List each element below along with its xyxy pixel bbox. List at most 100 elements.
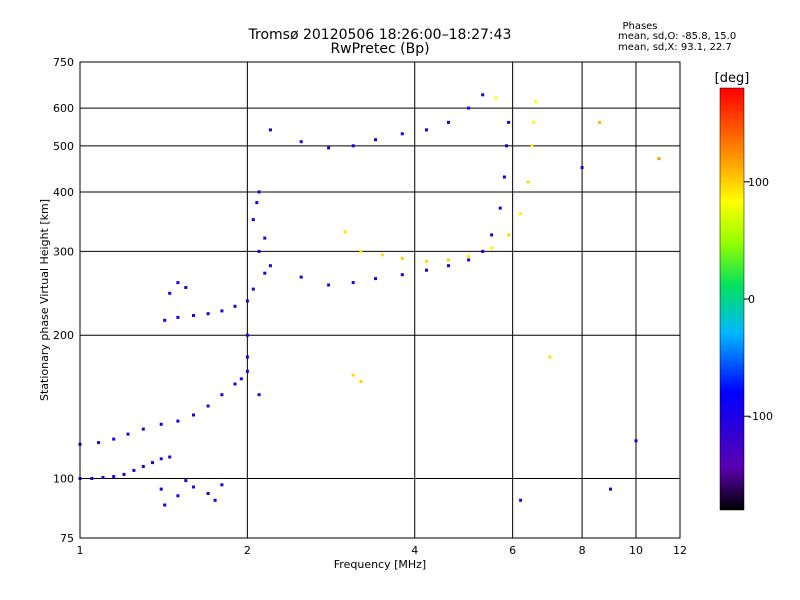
data-point	[163, 503, 167, 507]
y-tick-label: 600	[53, 102, 74, 115]
x-tick-label: 6	[509, 544, 516, 557]
data-point	[184, 286, 188, 289]
data-point	[233, 304, 237, 308]
data-point	[184, 479, 188, 483]
data-point	[257, 393, 261, 397]
scatter-points	[78, 93, 661, 507]
x-tick-label: 4	[411, 544, 418, 557]
data-point	[122, 472, 126, 476]
data-point	[467, 106, 471, 110]
data-point	[213, 498, 217, 502]
data-point	[400, 132, 404, 136]
data-point	[220, 393, 224, 397]
data-point	[239, 377, 243, 381]
data-point	[400, 273, 404, 277]
data-point	[268, 264, 272, 268]
x-tick-label: 10	[629, 544, 643, 557]
data-point	[425, 128, 428, 132]
y-tick-label: 500	[53, 140, 74, 153]
colorbar-tick-label: 0	[748, 293, 755, 306]
data-point	[481, 93, 485, 97]
y-axis: 75 100 200 300 400 500 600 750	[53, 56, 74, 545]
data-point	[532, 120, 536, 124]
data-point	[206, 312, 210, 316]
data-point	[490, 246, 494, 250]
y-tick-label: 750	[53, 56, 74, 69]
data-point	[141, 465, 145, 468]
colorbar	[719, 87, 745, 511]
data-point	[206, 492, 210, 495]
colorbar-ticks: 100 0 -100	[744, 176, 773, 423]
data-point	[481, 249, 485, 253]
data-point	[351, 144, 355, 148]
chart-title: Tromsø 20120506 18:26:00–18:27:43	[248, 27, 512, 43]
data-point	[490, 233, 494, 237]
y-tick-label: 75	[60, 532, 74, 545]
data-point	[467, 254, 471, 258]
data-point	[112, 475, 116, 478]
data-point	[519, 212, 523, 216]
colorbar-tick-label: 100	[748, 176, 769, 189]
data-point	[255, 201, 259, 205]
data-point	[447, 120, 450, 124]
phases-title: Phases	[622, 21, 658, 32]
data-point	[163, 318, 167, 322]
x-tick-label: 12	[673, 544, 687, 557]
data-point	[519, 498, 523, 502]
data-point	[359, 249, 363, 253]
data-point	[494, 96, 498, 100]
data-point	[257, 190, 261, 194]
data-point	[351, 281, 355, 285]
data-point	[447, 264, 450, 268]
x-axis-label: Frequency [MHz]	[334, 558, 426, 571]
data-point	[467, 258, 471, 262]
data-point	[526, 180, 530, 184]
data-point	[176, 315, 180, 319]
data-point	[159, 487, 163, 491]
data-point	[530, 144, 534, 148]
colorbar-label: [deg]	[715, 71, 750, 86]
y-tick-label: 400	[53, 186, 74, 199]
data-point	[263, 271, 267, 275]
data-point	[580, 166, 584, 170]
data-point	[251, 218, 255, 222]
y-axis-label: Stationary phase Virtual Height [km]	[38, 199, 51, 401]
data-point	[381, 253, 384, 257]
data-point	[505, 144, 508, 148]
data-point	[159, 457, 163, 461]
data-point	[97, 441, 101, 445]
data-point	[192, 485, 195, 489]
data-point	[359, 379, 363, 383]
data-point	[351, 373, 355, 377]
data-point	[374, 277, 377, 281]
x-axis: 1 2 4 6 8 10 12	[77, 544, 688, 557]
data-point	[151, 461, 154, 465]
data-point	[220, 483, 224, 487]
data-point	[90, 477, 94, 480]
data-point	[327, 283, 331, 287]
data-point	[609, 487, 612, 491]
data-point	[498, 206, 502, 210]
data-point	[534, 99, 538, 103]
data-point	[126, 432, 130, 436]
data-point	[159, 422, 163, 426]
data-point	[327, 146, 331, 150]
data-point	[176, 419, 180, 423]
data-point	[245, 333, 249, 337]
data-point	[176, 494, 180, 498]
data-point	[299, 140, 303, 144]
data-point	[132, 468, 136, 472]
data-point	[192, 413, 195, 417]
data-point	[257, 249, 261, 253]
chart-subtitle: RwPretec (Bp)	[330, 41, 430, 57]
plot-frame	[79, 61, 681, 539]
data-point	[268, 128, 272, 132]
data-point	[101, 476, 105, 479]
data-point	[299, 275, 303, 279]
y-tick-label: 200	[53, 329, 74, 342]
colorbar-tick-label: -100	[748, 410, 773, 423]
data-point	[502, 175, 506, 179]
grid-lines	[80, 62, 680, 538]
data-point	[374, 138, 377, 142]
